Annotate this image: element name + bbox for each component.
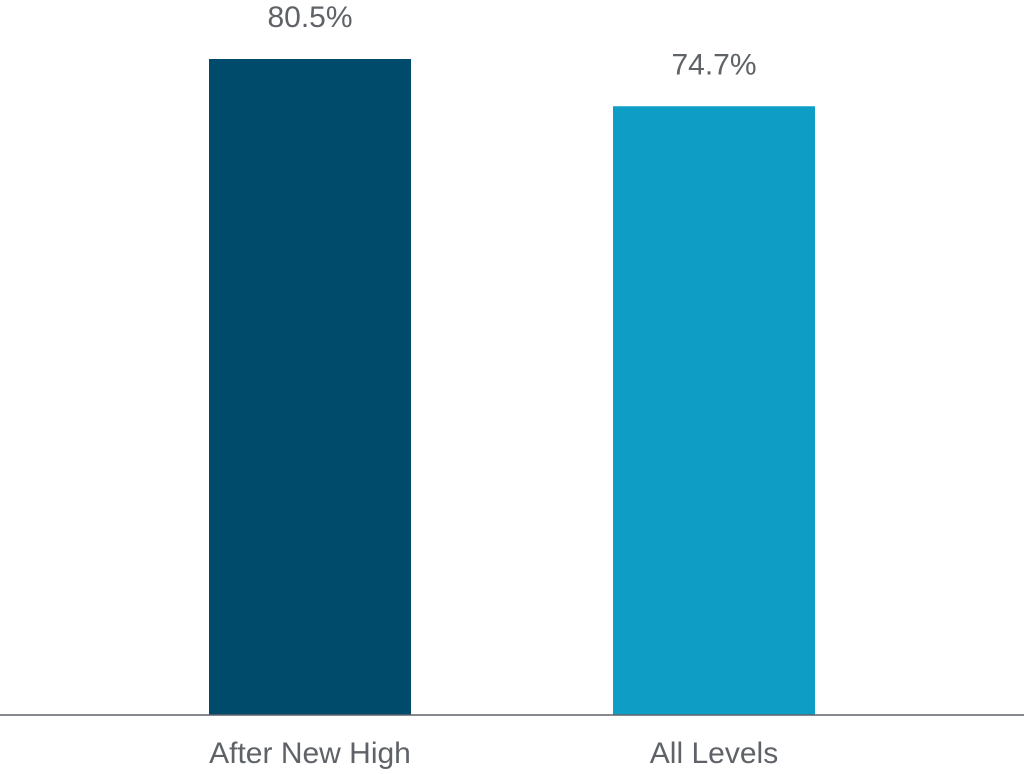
- bar-after-new-high: [209, 59, 411, 715]
- category-labels-layer: After New High All Levels: [209, 737, 778, 770]
- bar-all-levels: [613, 106, 815, 716]
- category-label: After New High: [209, 737, 411, 770]
- value-label: 80.5%: [267, 1, 352, 34]
- value-label: 74.7%: [671, 48, 756, 81]
- value-labels-layer: 80.5% 74.7%: [267, 1, 756, 81]
- bars-layer: [209, 59, 815, 716]
- category-label: All Levels: [650, 737, 778, 770]
